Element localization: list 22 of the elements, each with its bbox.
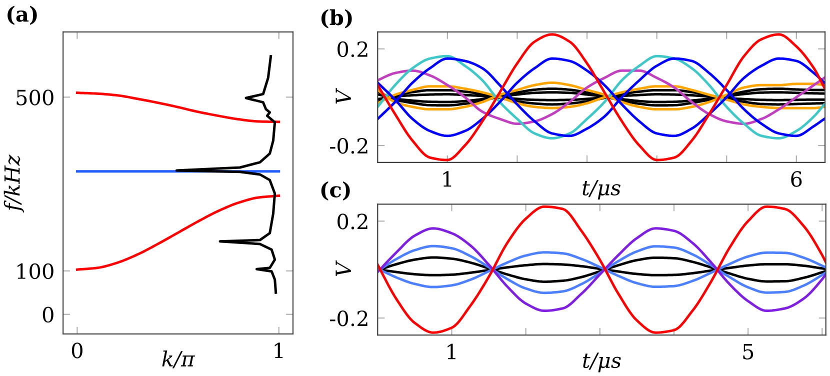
y-tick-label: 100 <box>18 263 54 280</box>
x-tick-label: 1 <box>274 342 283 358</box>
y-tick-label: -0.2 <box>330 138 368 154</box>
y-tick-label: 0.2 <box>338 214 368 230</box>
chart-title: (a) <box>8 6 37 25</box>
y-tick-label: 0 <box>42 306 54 323</box>
y-axis-title: V <box>336 260 351 276</box>
y-tick-label: 0.2 <box>338 41 368 58</box>
x-tick-label: 0 <box>72 342 82 358</box>
chart-title: (b) <box>321 9 352 28</box>
x-axis-title: t/μs <box>582 180 620 200</box>
x-tick-label: 5 <box>743 344 754 360</box>
x-tick-label: 6 <box>791 171 802 187</box>
y-tick-label: 500 <box>16 90 54 106</box>
y-tick-label: -0.2 <box>330 310 368 326</box>
y-axis-title: f/kHz <box>4 154 24 212</box>
x-tick-label: 1 <box>443 171 452 187</box>
x-axis-title: t/μs <box>583 352 621 372</box>
y-axis-title: V <box>336 88 351 104</box>
x-tick-label: 1 <box>448 344 456 360</box>
x-axis-title: k/π <box>162 350 196 368</box>
chart-title: (c) <box>321 181 350 200</box>
